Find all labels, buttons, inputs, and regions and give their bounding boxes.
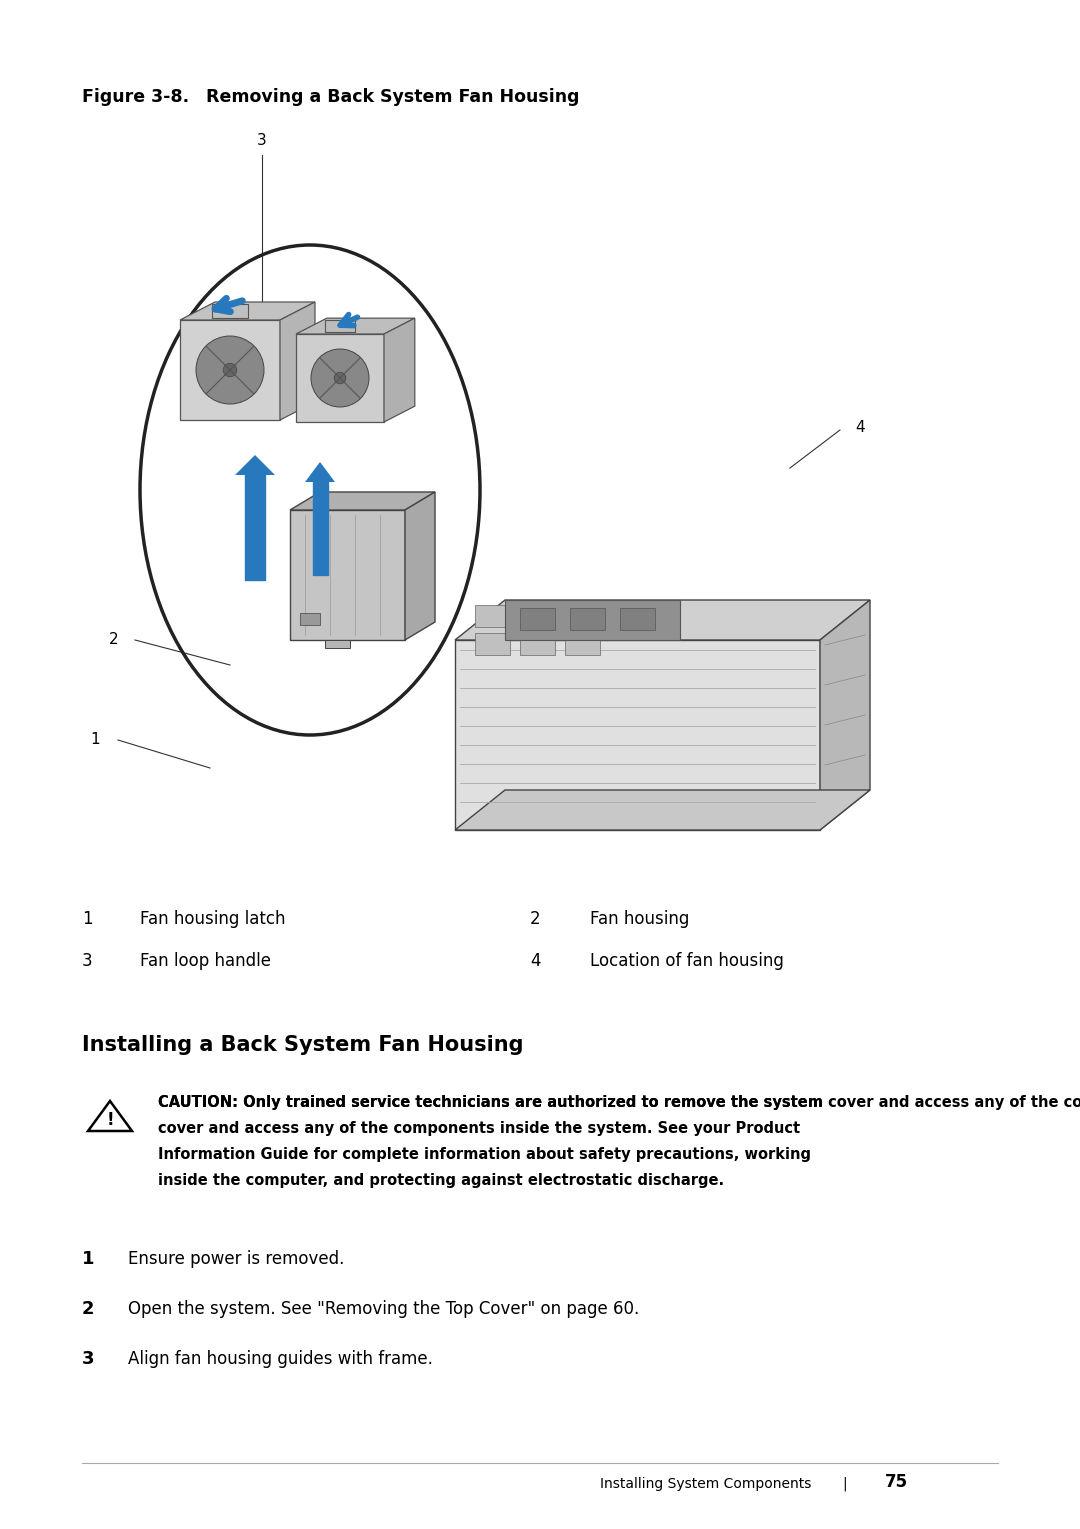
Bar — [325, 320, 355, 332]
Text: Installing System Components: Installing System Components — [600, 1477, 811, 1491]
Polygon shape — [455, 790, 870, 830]
Text: 3: 3 — [82, 953, 93, 969]
Circle shape — [334, 372, 346, 384]
Bar — [565, 605, 600, 627]
Text: Fan housing latch: Fan housing latch — [140, 910, 285, 928]
Polygon shape — [296, 333, 384, 422]
Text: !: ! — [106, 1112, 113, 1128]
Text: Align fan housing guides with frame.: Align fan housing guides with frame. — [129, 1350, 433, 1368]
Polygon shape — [280, 303, 315, 420]
Polygon shape — [87, 1101, 132, 1131]
Polygon shape — [180, 320, 280, 420]
Polygon shape — [455, 641, 820, 830]
Text: Figure 3-8.: Figure 3-8. — [82, 89, 189, 106]
Text: 1: 1 — [82, 1251, 95, 1268]
Bar — [570, 609, 605, 630]
Text: 75: 75 — [885, 1472, 908, 1491]
Circle shape — [195, 336, 264, 404]
Bar — [519, 605, 555, 627]
Bar — [565, 633, 600, 654]
Text: 3: 3 — [257, 133, 267, 148]
Bar — [519, 633, 555, 654]
Text: 4: 4 — [530, 953, 540, 969]
Circle shape — [224, 364, 237, 376]
Text: 3: 3 — [82, 1350, 95, 1368]
Text: cover and access any of the components inside the system. See your Product: cover and access any of the components i… — [158, 1121, 800, 1136]
Text: 4: 4 — [855, 420, 865, 436]
Text: Ensure power is removed.: Ensure power is removed. — [129, 1251, 345, 1268]
Text: Information Guide for complete information about safety precautions, working: Information Guide for complete informati… — [158, 1147, 811, 1162]
Bar — [475, 605, 510, 627]
Polygon shape — [305, 462, 335, 482]
Polygon shape — [296, 318, 415, 333]
Text: 1: 1 — [91, 732, 100, 748]
Text: CAUTION: Only trained service technicians are authorized to remove the system co: CAUTION: Only trained service technician… — [158, 1095, 1080, 1110]
Polygon shape — [405, 492, 435, 641]
Bar — [300, 613, 320, 625]
Polygon shape — [291, 511, 405, 641]
Text: 1: 1 — [82, 910, 93, 928]
Text: Open the system. See "Removing the Top Cover" on page 60.: Open the system. See "Removing the Top C… — [129, 1300, 639, 1318]
Text: 2: 2 — [108, 633, 118, 647]
Polygon shape — [820, 599, 870, 830]
Bar — [212, 304, 248, 318]
Polygon shape — [235, 456, 275, 476]
Text: |: | — [842, 1477, 848, 1491]
Text: Removing a Back System Fan Housing: Removing a Back System Fan Housing — [183, 89, 580, 106]
Text: Installing a Back System Fan Housing: Installing a Back System Fan Housing — [82, 1035, 524, 1055]
Polygon shape — [291, 492, 435, 511]
Text: CAUTION: Only trained service technicians are authorized to remove the system: CAUTION: Only trained service technician… — [158, 1095, 823, 1110]
Text: 2: 2 — [82, 1300, 95, 1318]
Text: inside the computer, and protecting against electrostatic discharge.: inside the computer, and protecting agai… — [158, 1173, 724, 1188]
Bar — [519, 609, 555, 630]
Bar — [620, 609, 654, 630]
Text: Fan housing: Fan housing — [590, 910, 689, 928]
Polygon shape — [180, 303, 315, 320]
Polygon shape — [455, 599, 870, 641]
Polygon shape — [325, 641, 350, 648]
Text: Location of fan housing: Location of fan housing — [590, 953, 784, 969]
Text: 2: 2 — [530, 910, 541, 928]
Circle shape — [311, 349, 369, 407]
Text: Fan loop handle: Fan loop handle — [140, 953, 271, 969]
Polygon shape — [505, 599, 680, 641]
Polygon shape — [384, 318, 415, 422]
Bar — [475, 633, 510, 654]
